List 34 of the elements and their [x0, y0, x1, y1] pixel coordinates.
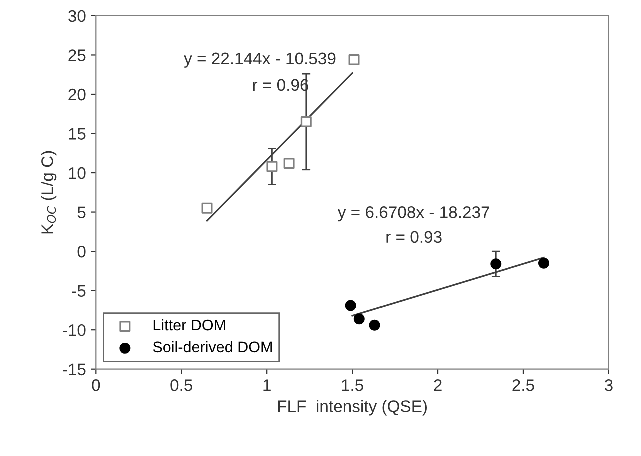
x-tick-label: 2 — [434, 380, 442, 392]
y-tick-label: 25 — [68, 50, 86, 62]
x-tick-label: 2.5 — [512, 380, 534, 392]
point — [345, 300, 356, 312]
y-tick-label: -5 — [72, 285, 86, 298]
x-tick-label: 0 — [92, 380, 100, 392]
point — [300, 116, 312, 128]
legend-label: Soil-derived DOM — [153, 341, 272, 353]
x-tick-label: 1 — [264, 380, 271, 392]
y-tick-label: 0 — [78, 246, 86, 258]
y-axis-title: K$_{OC}$ (L/g C) — [41, 151, 57, 234]
point — [202, 202, 213, 214]
y-tick-label: -15 — [63, 364, 86, 376]
x-axis-title: FLF intensity (QSE) — [278, 400, 427, 416]
x-tick-label: 1.5 — [342, 380, 364, 392]
y-tick-label: 15 — [69, 128, 86, 140]
y-tick-label: 20 — [68, 88, 86, 101]
point — [284, 158, 295, 170]
point — [490, 258, 502, 270]
y-tick-label: 5 — [78, 206, 86, 218]
y-tick-label: -10 — [63, 324, 86, 336]
annotation: r = 0.93 — [386, 231, 442, 244]
point — [538, 258, 550, 269]
x-tick-label: 0.5 — [170, 380, 193, 392]
point — [354, 314, 365, 325]
annotation: y = 22.144x - 10.539 — [184, 52, 336, 68]
annotation: y = 6.6708x - 18.237 — [338, 206, 490, 222]
legend-label: Litter DOM — [154, 319, 226, 331]
point — [348, 54, 360, 66]
point — [266, 161, 278, 172]
y-tick-label: 30 — [68, 10, 86, 22]
x-tick-label: 3 — [604, 380, 613, 392]
point — [369, 320, 380, 331]
y-tick-label: 10 — [69, 167, 86, 180]
